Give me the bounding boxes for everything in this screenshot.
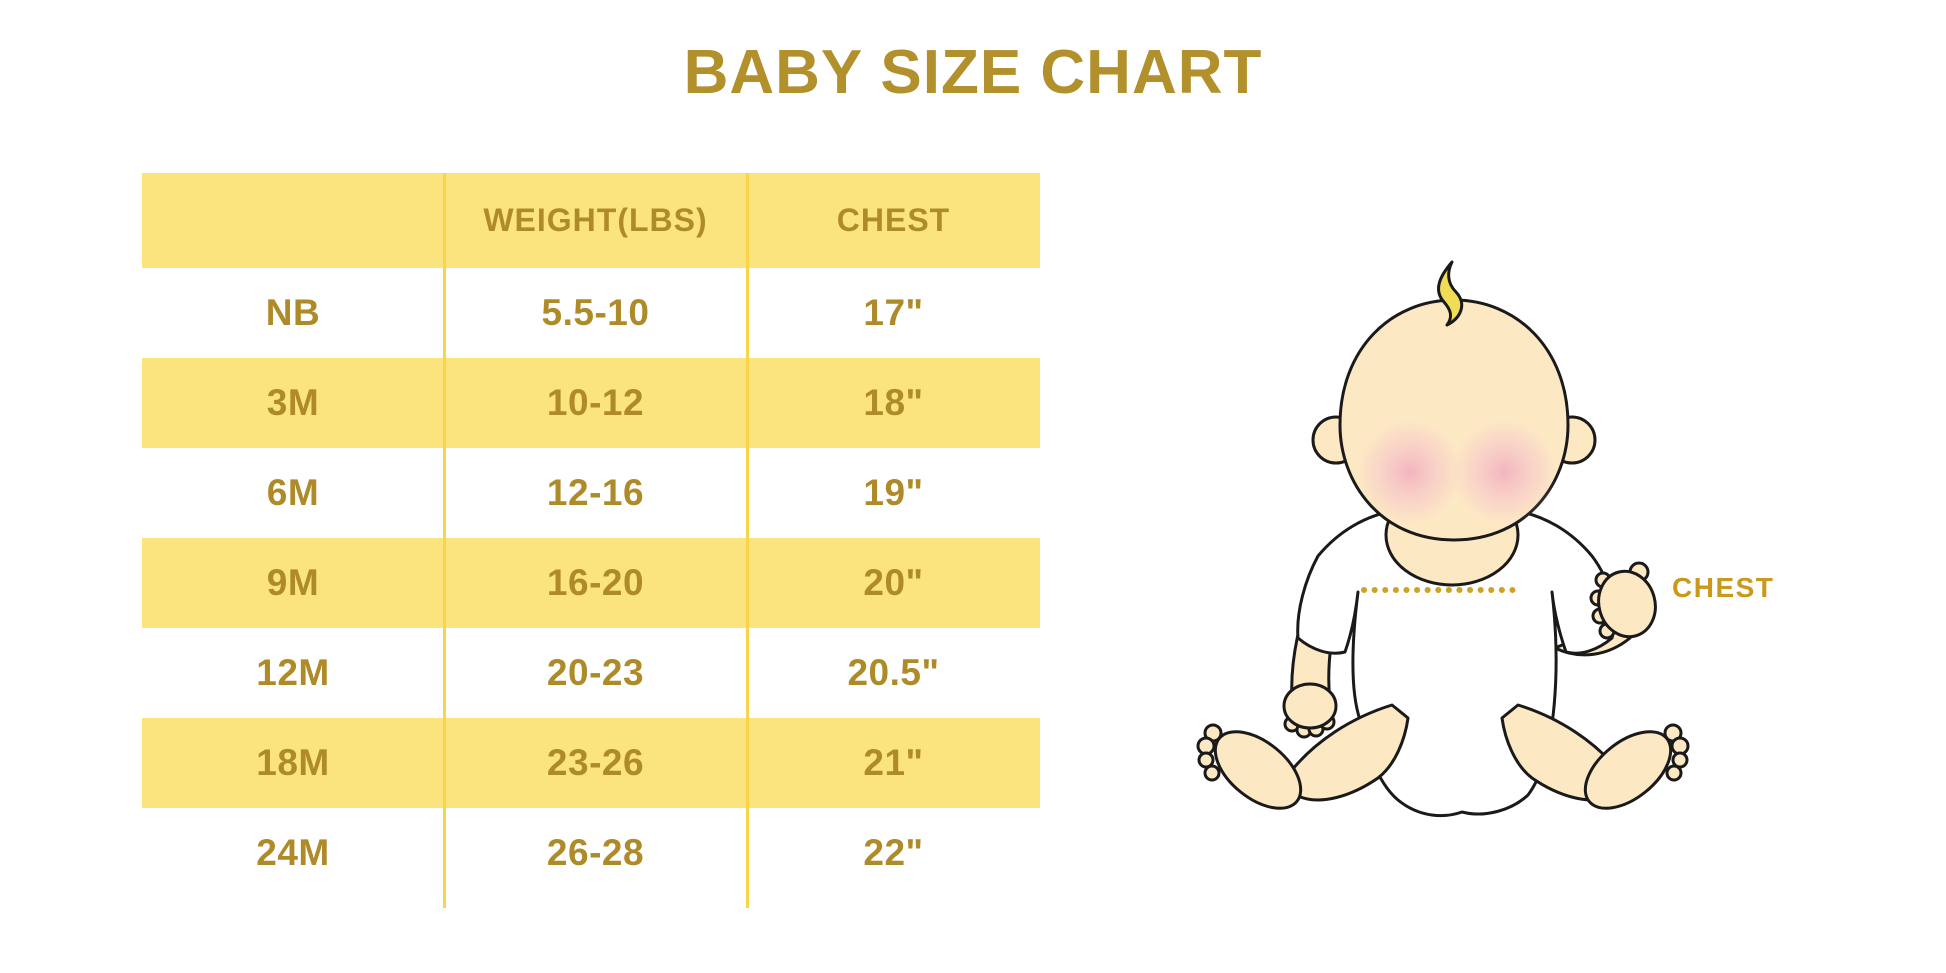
chest-cell: 22": [863, 832, 924, 873]
column-divider: [443, 173, 446, 908]
baby-left-cheek: [1358, 420, 1462, 524]
size-cell: 6M: [266, 472, 320, 513]
table-row: 24M 26-28 22": [142, 808, 1040, 898]
chest-cell: 20.5": [847, 652, 940, 693]
weight-cell: 16-20: [546, 562, 645, 603]
chest-cell: 21": [863, 742, 924, 783]
size-cell: NB: [265, 292, 321, 333]
table-row: 12M 20-23 20.5": [142, 628, 1040, 718]
page-title: BABY SIZE CHART: [683, 38, 1263, 107]
baby-right-fist: [1589, 561, 1657, 640]
size-cell: 3M: [266, 382, 320, 423]
table-row: 3M 10-12 18": [142, 358, 1040, 448]
baby-right-cheek: [1452, 420, 1556, 524]
size-cell: 9M: [266, 562, 320, 603]
size-table: WEIGHT(LBS) CHEST NB 5.5-10 17" 3M 10-12…: [142, 173, 1040, 908]
header-cell-weight: WEIGHT(LBS): [483, 202, 708, 238]
weight-cell: 5.5-10: [541, 292, 650, 333]
table-row: 6M 12-16 19": [142, 448, 1040, 538]
chest-annotation-label: CHEST: [1672, 572, 1775, 603]
header-cell-size: [142, 173, 444, 268]
column-divider: [746, 173, 749, 908]
chest-cell: 20": [863, 562, 924, 603]
table-header-row: WEIGHT(LBS) CHEST: [142, 173, 1040, 268]
table-row: 18M 23-26 21": [142, 718, 1040, 808]
header-cell-chest: CHEST: [836, 202, 951, 238]
weight-cell: 12-16: [546, 472, 645, 513]
chest-cell: 18": [863, 382, 924, 423]
weight-cell: 26-28: [546, 832, 645, 873]
baby-illustration: [1196, 260, 1690, 818]
table-row: 9M 16-20 20": [142, 538, 1040, 628]
size-cell: 12M: [256, 652, 330, 693]
chest-cell: 19": [863, 472, 924, 513]
baby-hair-tuft: [1437, 260, 1464, 327]
size-cell: 18M: [256, 742, 330, 783]
baby-right-foot: [1583, 723, 1690, 810]
weight-cell: 10-12: [546, 382, 645, 423]
weight-cell: 20-23: [546, 652, 645, 693]
size-cell: 24M: [256, 832, 330, 873]
baby-left-foot: [1196, 723, 1303, 810]
table-row: NB 5.5-10 17": [142, 268, 1040, 358]
weight-cell: 23-26: [546, 742, 645, 783]
chest-cell: 17": [863, 292, 924, 333]
